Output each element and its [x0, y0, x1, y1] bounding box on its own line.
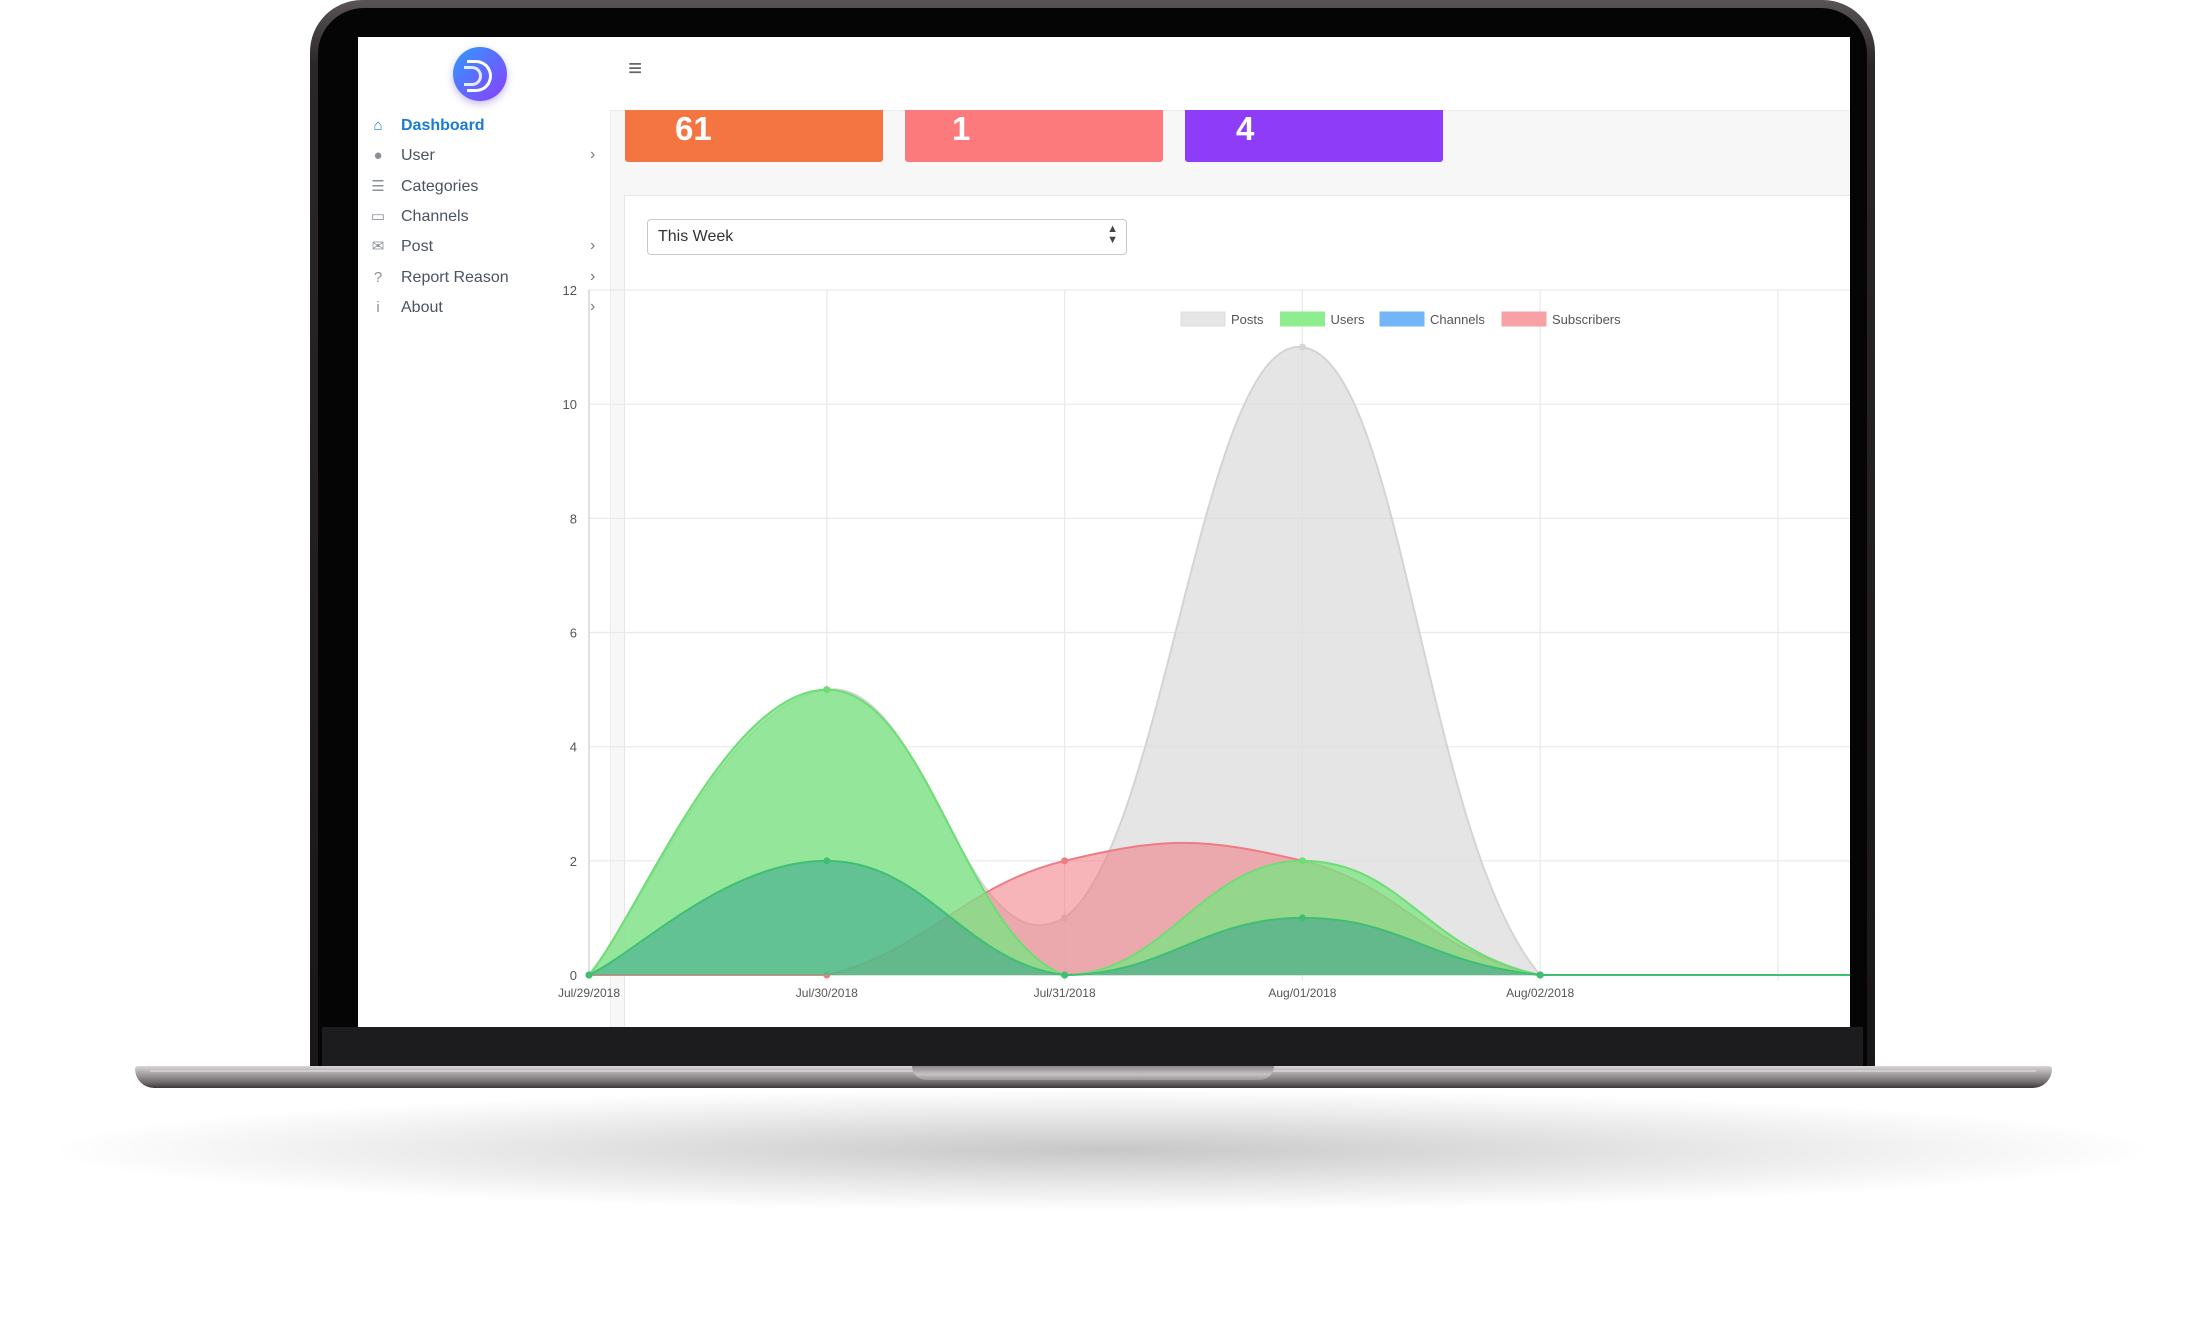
envelope-icon: ✉: [371, 238, 385, 256]
sidebar-item-label: Report Reason: [401, 268, 509, 286]
x-tick-label: Aug/02/2018: [1506, 986, 1574, 1000]
chevron-right-icon: ›: [590, 297, 596, 315]
y-tick-label: 8: [570, 511, 577, 526]
sidebar-item-post[interactable]: ✉ Post ›: [358, 227, 610, 267]
period-select[interactable]: This Week ▲ ▼: [647, 219, 1127, 255]
app-screen: ≡ ⌂ Dashboard ● User › ☰ Categories ▭ Channels ✉ P…: [358, 37, 1850, 1027]
stat-card-1: 61: [625, 110, 883, 162]
logo-mark: [467, 60, 492, 92]
stat-value: 4: [1236, 110, 1255, 147]
info-icon: i: [376, 298, 380, 316]
y-tick-label: 4: [570, 740, 577, 755]
user-icon: ●: [373, 147, 383, 165]
y-tick-label: 0: [570, 968, 577, 983]
y-tick-label: 6: [570, 626, 577, 641]
legend-swatch: [1280, 311, 1325, 327]
sidebar-item-label: User: [401, 147, 435, 165]
point-users[interactable]: [1298, 857, 1306, 865]
legend-label[interactable]: Users: [1331, 312, 1365, 327]
point-subscribers[interactable]: [1061, 857, 1069, 865]
sidebar-item-categories[interactable]: ☰ Categories: [358, 167, 610, 207]
sidebar-item-label: About: [401, 298, 443, 316]
sidebar-item-label: Channels: [401, 207, 469, 225]
stat-value: 1: [952, 110, 971, 147]
y-tick-label: 10: [563, 397, 577, 412]
x-tick-label: Jul/29/2018: [558, 986, 620, 1000]
sidebar-item-label: Post: [401, 238, 434, 256]
area-users: [589, 689, 1850, 975]
laptop-notch: [912, 1066, 1274, 1080]
list-icon: ☰: [371, 177, 385, 195]
select-arrows-icon: ▲ ▼: [1107, 223, 1118, 246]
sidebar-item-user[interactable]: ● User ›: [358, 136, 610, 176]
point-channels[interactable]: [823, 857, 831, 865]
point-users[interactable]: [823, 686, 831, 694]
x-tick-label: Jul/30/2018: [796, 986, 858, 1000]
stat-card-2: 1: [905, 110, 1163, 162]
legend-swatch: [1180, 311, 1226, 327]
legend-label[interactable]: Channels: [1430, 312, 1485, 327]
legend-swatch: [1501, 311, 1547, 327]
sidebar-item-label: Categories: [401, 177, 479, 195]
point-posts[interactable]: [1298, 343, 1306, 351]
sidebar-item-channels[interactable]: ▭ Channels: [358, 197, 610, 237]
stat-card-3: 4: [1185, 110, 1443, 162]
period-select-value: This Week: [658, 228, 734, 245]
x-tick-label: Aug/01/2018: [1268, 986, 1336, 1000]
sidebar-item-about[interactable]: i About ›: [358, 288, 610, 328]
brand-logo[interactable]: [453, 47, 507, 101]
chevron-right-icon: ›: [590, 267, 596, 285]
sidebar-item-report-reason[interactable]: ? Report Reason ›: [358, 258, 610, 298]
home-icon: ⌂: [373, 117, 383, 134]
line-channels: [588, 859, 1850, 977]
y-tick-label: 12: [563, 283, 577, 298]
hamburger-icon[interactable]: ≡: [628, 55, 643, 82]
area-channels: [589, 860, 1850, 975]
sidebar-item-dashboard[interactable]: ⌂ Dashboard: [358, 106, 610, 146]
legend-label[interactable]: Posts: [1231, 312, 1264, 327]
question-icon: ?: [373, 268, 383, 286]
point-channels[interactable]: [1061, 971, 1069, 979]
stat-value: 61: [675, 110, 712, 147]
logo-mark-inner: [464, 66, 482, 86]
sidebar: ⌂ Dashboard ● User › ☰ Categories ▭ Channels ✉ Pos…: [358, 110, 611, 1027]
sidebar-item-label: Dashboard: [401, 117, 485, 134]
x-tick-label: Jul/31/2018: [1034, 986, 1096, 1000]
point-channels[interactable]: [585, 971, 593, 979]
chevron-right-icon: ›: [590, 237, 596, 255]
y-tick-label: 2: [570, 854, 577, 869]
point-channels[interactable]: [1298, 914, 1306, 922]
laptop-chin: [322, 1027, 1863, 1067]
legend-label[interactable]: Subscribers: [1552, 312, 1621, 327]
point-channels[interactable]: [1536, 971, 1544, 979]
monitor-icon: ▭: [370, 207, 386, 225]
laptop-shadow: [60, 1090, 2144, 1210]
activity-chart: 0 2 4 6 8 10 12 Jul/29/2018 Jul/30/2018 Jul/31/20…: [558, 283, 1850, 1000]
legend-swatch: [1379, 311, 1425, 327]
chevron-right-icon: ›: [590, 146, 596, 164]
